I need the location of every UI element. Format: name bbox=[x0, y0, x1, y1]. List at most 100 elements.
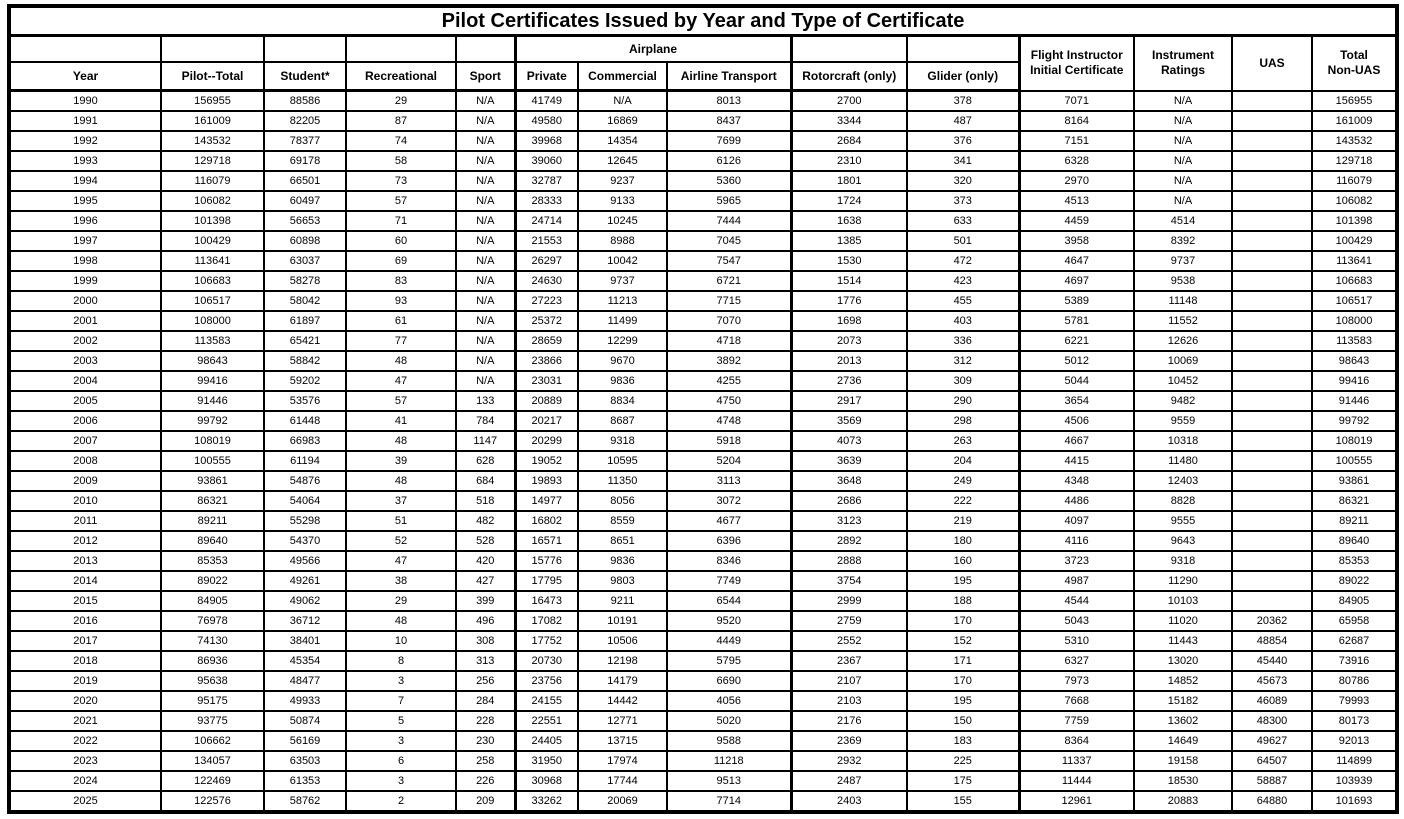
value-cell: 54370 bbox=[263, 530, 347, 552]
value-cell: 313 bbox=[455, 650, 516, 672]
year-cell: 2004 bbox=[8, 370, 162, 392]
value-cell: 14179 bbox=[577, 670, 668, 692]
value-cell: 9588 bbox=[666, 730, 792, 752]
value-cell: 5044 bbox=[1017, 370, 1135, 392]
value-cell: 14442 bbox=[577, 690, 668, 712]
column-header-row: Year Pilot--Total Student* Recreational … bbox=[8, 61, 1397, 92]
value-cell bbox=[1231, 150, 1313, 172]
value-cell: N/A bbox=[1133, 170, 1233, 192]
value-cell: 2552 bbox=[789, 630, 908, 652]
value-cell: 284 bbox=[455, 690, 516, 712]
value-cell: 3072 bbox=[666, 490, 792, 512]
value-cell: 20362 bbox=[1231, 610, 1313, 632]
value-cell: 4514 bbox=[1133, 210, 1233, 232]
value-cell: 9237 bbox=[577, 170, 668, 192]
value-cell: 93861 bbox=[160, 470, 265, 492]
value-cell: 11337 bbox=[1017, 750, 1135, 772]
value-cell: 4748 bbox=[666, 410, 792, 432]
col-header-instrument-ratings: Instrument Ratings bbox=[1133, 34, 1233, 92]
value-cell: 5360 bbox=[666, 170, 792, 192]
value-cell: 170 bbox=[906, 670, 1020, 692]
value-cell: 501 bbox=[906, 230, 1020, 252]
value-cell: 63037 bbox=[263, 250, 347, 272]
col-header-glider: Glider (only) bbox=[906, 61, 1020, 92]
value-cell: 1698 bbox=[789, 310, 908, 332]
value-cell: 9538 bbox=[1133, 270, 1233, 292]
value-cell bbox=[1231, 170, 1313, 192]
value-cell: 49062 bbox=[263, 590, 347, 612]
value-cell bbox=[1231, 110, 1313, 132]
table-row: 2012 89640 54370 52 528 16571 8651 6396 2892 180 4… bbox=[8, 530, 1399, 552]
value-cell bbox=[1231, 350, 1313, 372]
value-cell: 2013 bbox=[789, 350, 908, 372]
value-cell: 3 bbox=[345, 670, 457, 692]
table-row: 2016 76978 36712 48 496 17082 10191 9520 2759 170… bbox=[8, 610, 1399, 632]
value-cell: 784 bbox=[455, 410, 516, 432]
value-cell: 84905 bbox=[160, 590, 265, 612]
value-cell: 1776 bbox=[789, 290, 908, 312]
value-cell: N/A bbox=[455, 89, 516, 112]
value-cell: 14977 bbox=[513, 490, 579, 512]
value-cell: 133 bbox=[455, 390, 516, 412]
value-cell: 160 bbox=[906, 550, 1020, 572]
value-cell: N/A bbox=[455, 230, 516, 252]
value-cell: 427 bbox=[455, 570, 516, 592]
value-cell: 54064 bbox=[263, 490, 347, 512]
value-cell: 2700 bbox=[789, 89, 908, 112]
value-cell: 10 bbox=[345, 630, 457, 652]
value-cell: 46089 bbox=[1231, 690, 1313, 712]
table-row: 2017 74130 38401 10 308 17752 10506 4449 2552 152… bbox=[8, 630, 1399, 652]
value-cell: 45354 bbox=[263, 650, 347, 672]
value-cell: 336 bbox=[906, 330, 1020, 352]
value-cell: 93861 bbox=[1310, 470, 1399, 492]
value-cell: 20299 bbox=[513, 430, 579, 452]
value-cell: 258 bbox=[455, 750, 516, 772]
table-row: 2001 108000 61897 61 N/A 25372 11499 7070 1698 40… bbox=[8, 310, 1399, 332]
value-cell: 13602 bbox=[1133, 710, 1233, 732]
value-cell: 1530 bbox=[789, 250, 908, 272]
table-row: 2014 89022 49261 38 427 17795 9803 7749 3754 195 4… bbox=[8, 570, 1399, 592]
value-cell: 2107 bbox=[789, 670, 908, 692]
year-cell: 2023 bbox=[8, 750, 162, 772]
value-cell: 22551 bbox=[513, 710, 579, 732]
value-cell: 101398 bbox=[160, 210, 265, 232]
value-cell: 8392 bbox=[1133, 230, 1233, 252]
value-cell: 5043 bbox=[1017, 610, 1135, 632]
table-row: 2018 86936 45354 8 313 20730 12198 5795 2367 171 6… bbox=[8, 650, 1399, 672]
value-cell: 9836 bbox=[577, 550, 668, 572]
value-cell: 80173 bbox=[1310, 710, 1399, 732]
value-cell: 2176 bbox=[789, 710, 908, 732]
value-cell: 10069 bbox=[1133, 350, 1233, 372]
value-cell: 4513 bbox=[1017, 190, 1135, 212]
value-cell: 487 bbox=[906, 110, 1020, 132]
value-cell bbox=[1231, 390, 1313, 412]
value-cell: 12299 bbox=[577, 330, 668, 352]
value-cell: 496 bbox=[455, 610, 516, 632]
value-cell: 58842 bbox=[263, 350, 347, 372]
value-cell: 24630 bbox=[513, 270, 579, 292]
value-cell: 21553 bbox=[513, 230, 579, 252]
value-cell: 122576 bbox=[160, 790, 265, 813]
value-cell: 9803 bbox=[577, 570, 668, 592]
value-cell: 91446 bbox=[160, 390, 265, 412]
value-cell bbox=[1231, 470, 1313, 492]
value-cell: N/A bbox=[455, 370, 516, 392]
value-cell: 2103 bbox=[789, 690, 908, 712]
value-cell: 93775 bbox=[160, 710, 265, 732]
value-cell: 3892 bbox=[666, 350, 792, 372]
value-cell: 7759 bbox=[1017, 710, 1135, 732]
table-row: 1990 156955 88586 29 N/A 41749 N/A 8013 2700 378 7… bbox=[8, 89, 1399, 112]
table-row: 2023 134057 63503 6 258 31950 17974 11218 2932 22… bbox=[8, 750, 1399, 772]
value-cell: 1385 bbox=[789, 230, 908, 252]
table-row: 2021 93775 50874 5 228 22551 12771 5020 2176 150 7… bbox=[8, 710, 1399, 732]
value-cell: 77 bbox=[345, 330, 457, 352]
value-cell: 4667 bbox=[1017, 430, 1135, 452]
value-cell: 17795 bbox=[513, 570, 579, 592]
value-cell: 60 bbox=[345, 230, 457, 252]
value-cell: 29 bbox=[345, 590, 457, 612]
value-cell: 10103 bbox=[1133, 590, 1233, 612]
table-row: 2002 113583 65421 77 N/A 28659 12299 4718 2073 33… bbox=[8, 330, 1399, 352]
value-cell: 5965 bbox=[666, 190, 792, 212]
value-cell: 9133 bbox=[577, 190, 668, 212]
